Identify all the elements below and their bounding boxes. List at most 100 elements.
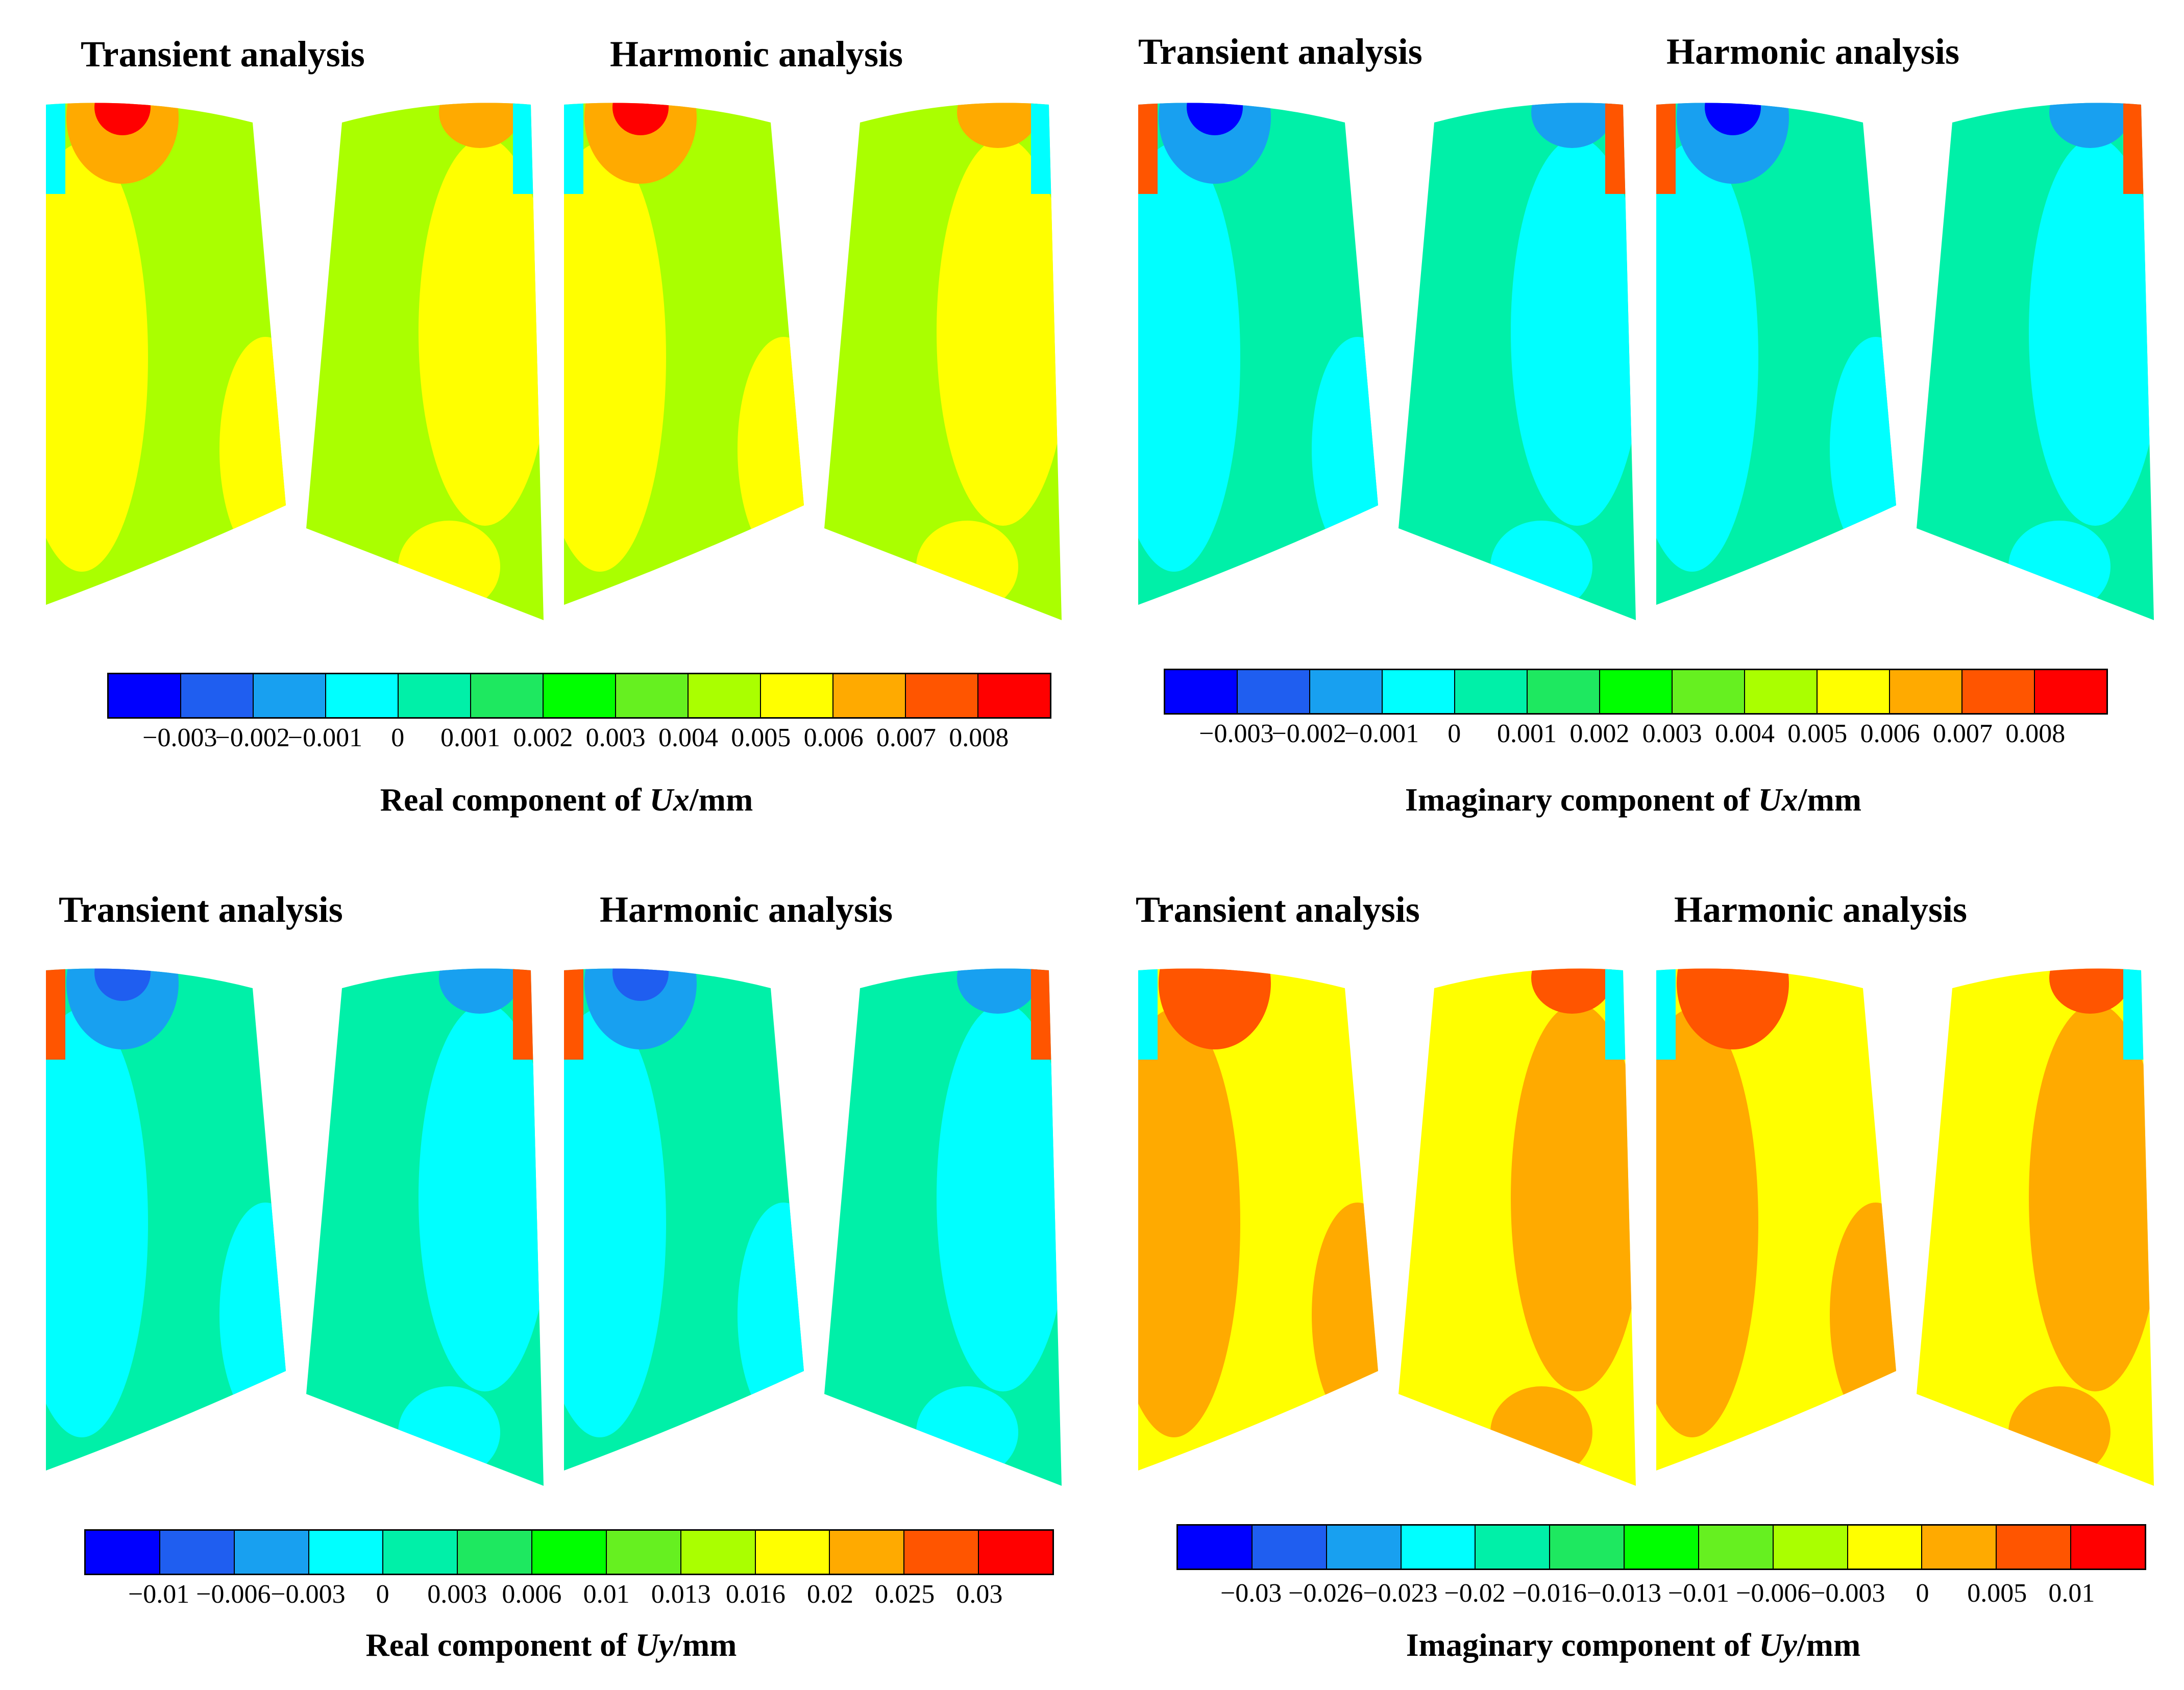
- blade: [564, 968, 804, 1471]
- colorbar-tick-label: 0: [1916, 1579, 1929, 1608]
- colorbar-segment: [471, 674, 544, 717]
- colorbar-tick-label: 0.005: [1787, 719, 1848, 748]
- colorbar-tick-label: 0.01: [583, 1580, 630, 1609]
- blade: [564, 103, 804, 605]
- caption-suffix: /mm: [1797, 1627, 1861, 1663]
- contour-region: [419, 138, 544, 526]
- contour-edge: [1031, 968, 1051, 1060]
- colorbar-tick-label: −0.013: [1586, 1579, 1662, 1608]
- contour-region: [1656, 143, 1758, 572]
- colorbar-tick-label: 0.03: [956, 1580, 1003, 1609]
- contour-plots: [46, 968, 1062, 1486]
- contour-core: [1705, 968, 1761, 1001]
- colorbar-tick-label: −0.003: [142, 723, 217, 752]
- colorbar-segment: [904, 1531, 979, 1574]
- colorbar-tick-label: −0.016: [1512, 1579, 1587, 1608]
- colorbar-tick-label: −0.01: [128, 1580, 190, 1609]
- contour-edge: [1605, 968, 1626, 1060]
- contour-region: [398, 521, 500, 613]
- colorbar-segment: [833, 674, 906, 717]
- blade: [1398, 968, 1636, 1486]
- harmonic-title: Harmonic analysis: [610, 34, 903, 75]
- colorbar-segment: [109, 674, 181, 717]
- colorbar-segment: [1383, 670, 1455, 713]
- contour-region: [1511, 1003, 1636, 1391]
- colorbar-segment: [689, 674, 761, 717]
- caption-variable: Ux: [649, 781, 690, 818]
- colorbar-tick-label: 0: [391, 723, 405, 752]
- contour-edge: [46, 968, 65, 1060]
- colorbar-segment: [1922, 1526, 1997, 1569]
- contour-hotspot: [439, 103, 521, 148]
- colorbar: [84, 1529, 1054, 1575]
- colorbar-segment: [1165, 670, 1238, 713]
- blade: [1138, 103, 1378, 605]
- colorbar-tick-label: 0: [376, 1580, 389, 1609]
- colorbar-tick-label: 0.02: [807, 1580, 854, 1609]
- colorbar-tick-label: 0.005: [1967, 1579, 2027, 1608]
- blade: [1398, 103, 1636, 620]
- colorbar-segment: [399, 674, 471, 717]
- colorbar-segment: [606, 1531, 681, 1574]
- colorbar-tick-label: 0.007: [876, 723, 936, 752]
- colorbar-tick-label: 0.006: [803, 723, 864, 752]
- contour-region: [2029, 1003, 2154, 1391]
- colorbar-segment: [160, 1531, 235, 1574]
- colorbar-segment: [181, 674, 254, 717]
- colorbar-segment: [1773, 1526, 1848, 1569]
- colorbar-segment: [2035, 670, 2106, 713]
- colorbar-tick-label: 0.006: [1860, 719, 1920, 748]
- colorbar-tick-label: −0.003: [1199, 719, 1274, 748]
- contour-hotspot: [1531, 103, 1613, 148]
- contour-region: [1138, 1009, 1240, 1437]
- blade: [306, 103, 544, 620]
- caption-prefix: Real component of: [380, 781, 650, 818]
- caption-suffix: /mm: [673, 1627, 737, 1663]
- contour-region: [219, 1203, 286, 1427]
- contour-core: [1187, 968, 1243, 1001]
- contour-edge: [1656, 968, 1676, 1060]
- colorbar-segment: [906, 674, 978, 717]
- blade: [306, 968, 544, 1486]
- contour-region: [219, 337, 286, 561]
- colorbar-segment: [978, 674, 1050, 717]
- blade: [1917, 103, 2154, 620]
- harmonic-title: Harmonic analysis: [1674, 889, 1968, 930]
- colorbar-tick-label: 0.002: [1569, 719, 1630, 748]
- colorbar-segment: [616, 674, 689, 717]
- blade: [824, 968, 1062, 1486]
- colorbar-tick-label: 0.001: [440, 723, 501, 752]
- colorbar-segment: [1600, 670, 1673, 713]
- colorbar-segment: [254, 674, 326, 717]
- contour-region: [1138, 143, 1240, 572]
- colorbar-segment: [755, 1531, 830, 1574]
- colorbar-tick-label: −0.02: [1444, 1579, 1506, 1608]
- colorbar-tick-label: −0.001: [287, 723, 363, 752]
- transient-title: Transient analysis: [1138, 31, 1422, 72]
- contour-edge: [564, 968, 583, 1060]
- colorbar-tick-label: −0.006: [1736, 1579, 1811, 1608]
- colorbar-tick-label: −0.023: [1363, 1579, 1438, 1608]
- contour-region: [2008, 1386, 2111, 1478]
- contour-core: [94, 103, 151, 135]
- colorbar-segment: [1962, 670, 2035, 713]
- colorbar-segment: [1550, 1526, 1625, 1569]
- harmonic-title: Harmonic analysis: [600, 889, 893, 930]
- colorbar-segment: [1997, 1526, 2072, 1569]
- contour-region: [1312, 1203, 1378, 1427]
- colorbar: [1176, 1524, 2146, 1570]
- contour-region: [1830, 1203, 1896, 1427]
- colorbar-segment: [1455, 670, 1528, 713]
- contour-hotspot: [957, 103, 1039, 148]
- colorbar-tick-label: −0.002: [1271, 719, 1346, 748]
- colorbar-segment: [1890, 670, 1962, 713]
- contour-region: [937, 138, 1062, 526]
- transient-title: Transient analysis: [1136, 889, 1420, 930]
- colorbar-tick-label: −0.01: [1667, 1579, 1730, 1608]
- caption-prefix: Imaginary component of: [1406, 1627, 1759, 1663]
- blade: [1656, 103, 1896, 605]
- contour-plots: [46, 103, 1062, 620]
- contour-edge: [1138, 103, 1158, 194]
- colorbar-segment: [681, 1531, 756, 1574]
- contour-plots: [1138, 968, 2154, 1486]
